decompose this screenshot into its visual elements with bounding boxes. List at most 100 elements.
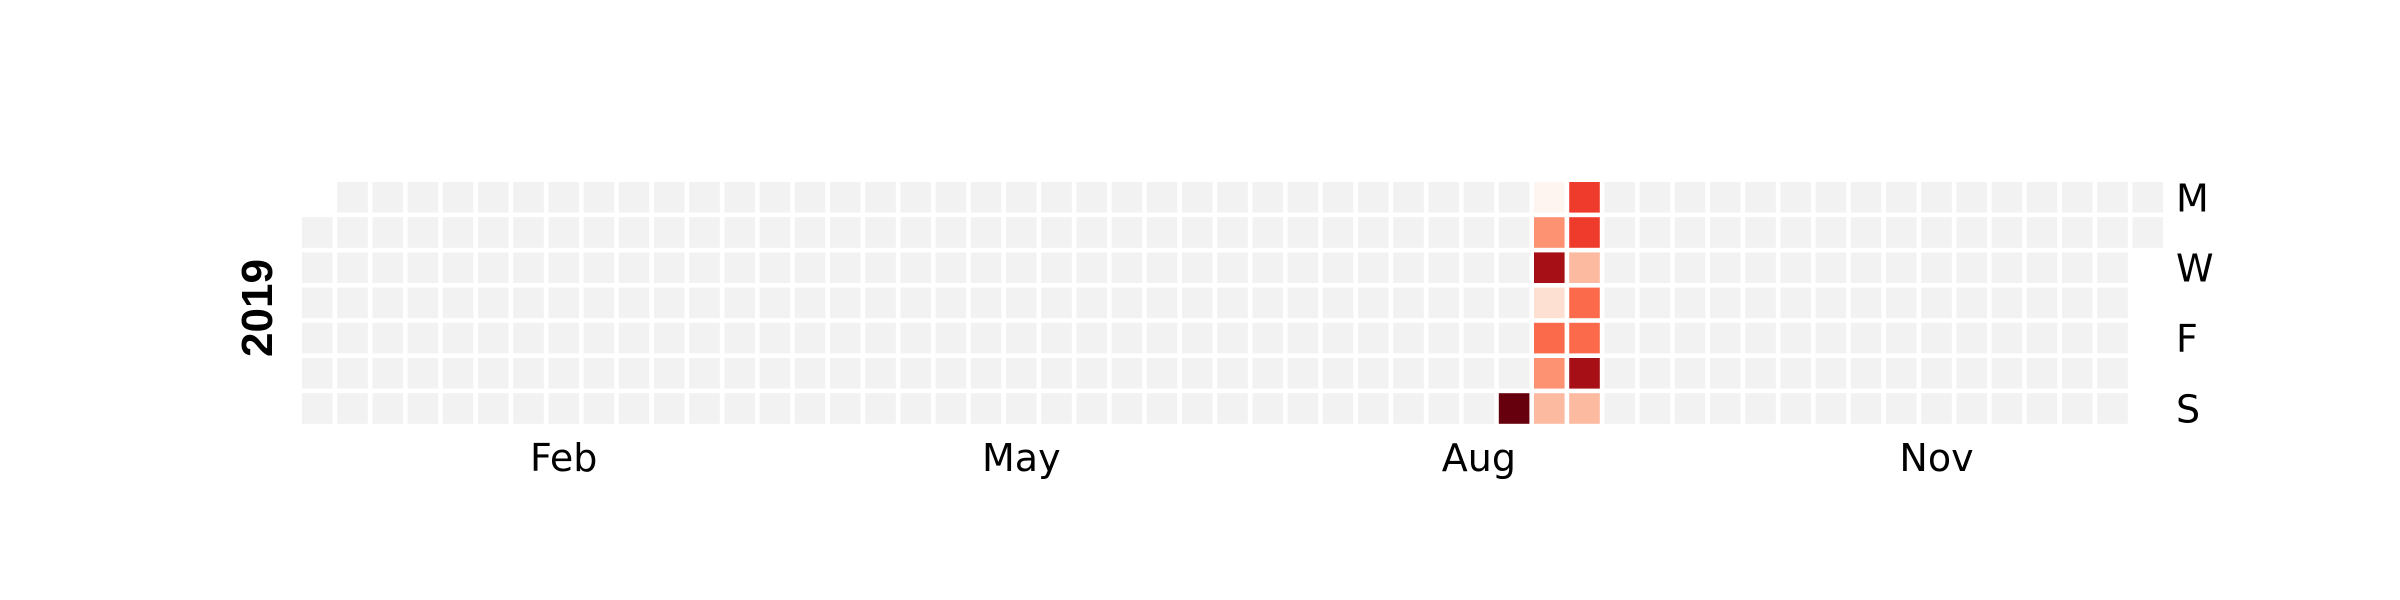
heatmap-cell [1252,358,1283,389]
heatmap-cell [442,252,474,283]
heatmap-cell [513,322,544,354]
heatmap-cell [830,393,861,424]
heatmap-cell [1710,322,1741,354]
heatmap-cell [1498,358,1530,389]
heatmap-cell [1991,393,2023,424]
heatmap-cell [1850,358,1882,389]
heatmap-cell [1886,252,1917,283]
heatmap-cell [1569,393,1600,424]
heatmap-cell [478,217,509,248]
heatmap-cell [618,182,650,213]
heatmap-cell [1182,252,1213,283]
heatmap-cell [1921,287,1952,319]
heatmap-cell [513,393,544,424]
heatmap-cell [1921,358,1952,389]
heatmap-cell [1780,358,1811,389]
heatmap-cell [478,287,509,319]
heatmap-cell [1287,217,1319,248]
heatmap-cell [1498,322,1530,354]
heatmap-cell [2097,393,2128,424]
heatmap-cell [1956,393,1987,424]
heatmap-cell [1322,217,1354,248]
heatmap-cell [1322,287,1354,319]
heatmap-cell [2062,322,2093,354]
heatmap-cell [2062,217,2093,248]
heatmap-cell [1569,217,1600,248]
heatmap-cell [1569,182,1600,213]
heatmap-cell [372,393,403,424]
heatmap-cell [865,393,896,424]
heatmap-cell [1287,358,1319,389]
heatmap-cell [970,358,1002,389]
heatmap-cell [1217,252,1248,283]
weekday-label: F [2176,317,2198,361]
heatmap-cell [935,287,967,319]
heatmap-cell [372,287,403,319]
heatmap-cell [583,322,615,354]
heatmap-cell [337,358,368,389]
heatmap-cell [689,217,720,248]
heatmap-cell [548,217,579,248]
heatmap-cell [654,182,685,213]
heatmap-cell [1182,182,1213,213]
heatmap-cell [407,393,439,424]
heatmap-cell [1428,322,1459,354]
heatmap-cell [1639,358,1671,389]
heatmap-cell [1287,287,1319,319]
heatmap-cell [794,217,826,248]
heatmap-cell [583,287,615,319]
heatmap-cell [1534,217,1565,248]
heatmap-cell [1639,322,1671,354]
heatmap-cell [935,252,967,283]
heatmap-cell [724,217,755,248]
heatmap-cell [618,217,650,248]
heatmap-cell [1182,217,1213,248]
heatmap-cell [1393,358,1424,389]
heatmap-cell [1076,358,1107,389]
heatmap-cell [583,217,615,248]
heatmap-cell [830,287,861,319]
heatmap-cell [1252,287,1283,319]
heatmap-cell [1886,393,1917,424]
heatmap-cell [1674,182,1706,213]
heatmap-cell [1146,217,1178,248]
heatmap-cell [935,217,967,248]
heatmap-cell [1428,182,1459,213]
heatmap-cell [1463,182,1495,213]
heatmap-cell [1886,287,1917,319]
heatmap-cell [1780,287,1811,319]
heatmap-cell [1991,358,2023,389]
heatmap-cell [2026,358,2058,389]
heatmap-cell [618,252,650,283]
heatmap-cell [1604,358,1635,389]
heatmap-cell [1991,287,2023,319]
heatmap-cell [1217,217,1248,248]
heatmap-cell [442,217,474,248]
heatmap-cell [1745,393,1776,424]
heatmap-cell [1710,358,1741,389]
heatmap-cell [1815,287,1847,319]
heatmap-cell [689,287,720,319]
heatmap-cell [724,182,755,213]
heatmap-cell [513,217,544,248]
heatmap-cell [2097,322,2128,354]
heatmap-cell [1252,322,1283,354]
heatmap-cell [2026,287,2058,319]
heatmap-cell [1358,287,1389,319]
heatmap-cell [865,252,896,283]
heatmap-cell [1358,252,1389,283]
heatmap-cell [1569,358,1600,389]
heatmap-cell [1498,182,1530,213]
heatmap-cell [372,252,403,283]
heatmap-cell [935,182,967,213]
heatmap-cell [1991,322,2023,354]
heatmap-cell [794,182,826,213]
heatmap-cell [1217,393,1248,424]
heatmap-cell [1745,322,1776,354]
heatmap-cell [2026,322,2058,354]
heatmap-cell [1146,358,1178,389]
heatmap-cell [2026,393,2058,424]
heatmap-cell [337,393,368,424]
heatmap-cell [1780,182,1811,213]
